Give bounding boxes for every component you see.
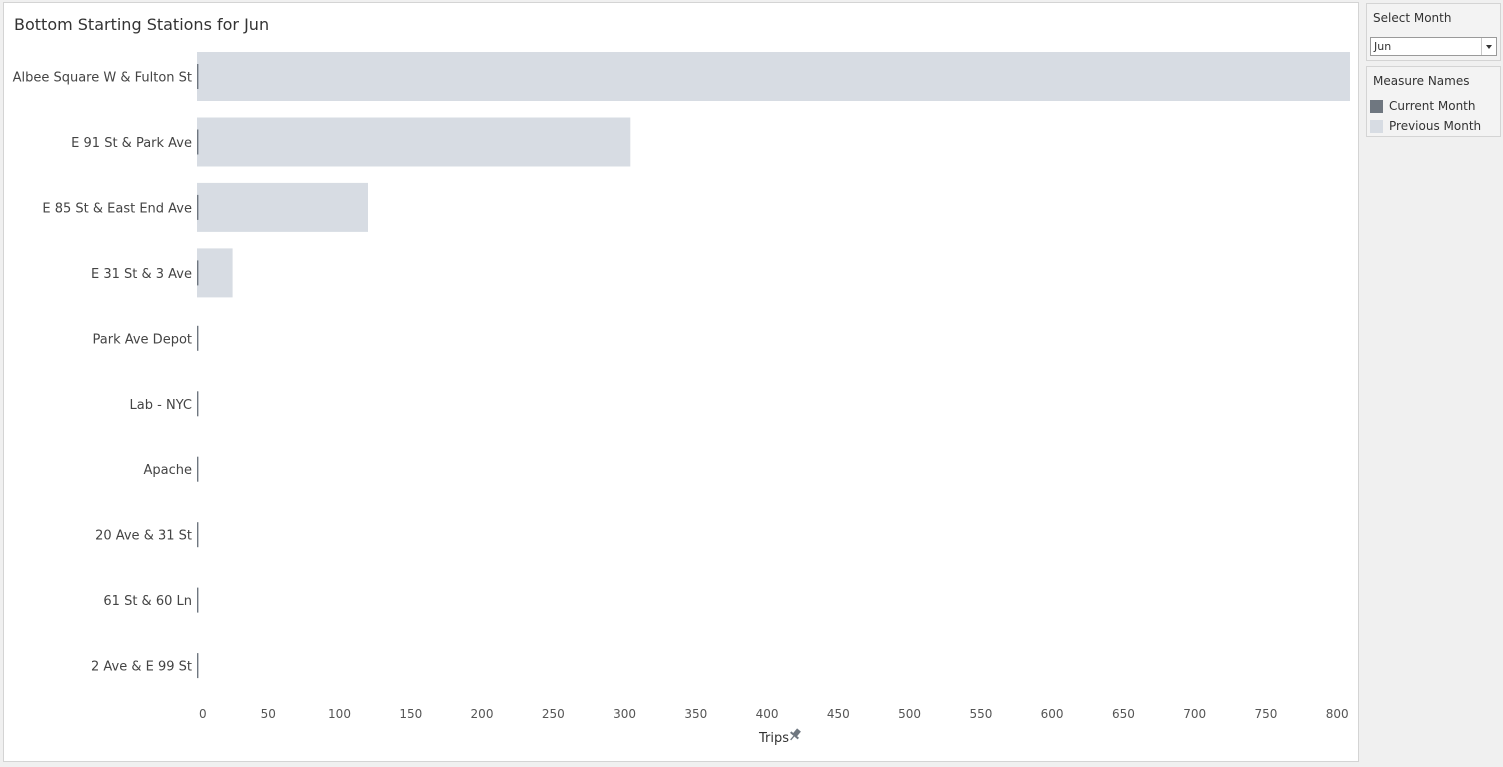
x-tick-label: 50 <box>261 707 276 721</box>
pin-icon-base <box>790 731 799 740</box>
category-label: Apache <box>144 463 193 478</box>
bar-current-month-e-31-st-3-ave[interactable] <box>197 260 199 286</box>
category-label: 2 Ave & E 99 St <box>91 660 192 675</box>
pin-icon-needle <box>790 735 795 741</box>
x-tick-label: 600 <box>1041 707 1064 721</box>
x-tick-label: 750 <box>1254 707 1277 721</box>
category-label: 20 Ave & 31 St <box>95 529 192 544</box>
pin-icon[interactable] <box>787 727 803 743</box>
x-tick-label: 700 <box>1183 707 1206 721</box>
month-filter-card: Select Month Jun <box>1366 3 1501 61</box>
bar-current-month-park-ave-depot[interactable] <box>197 325 199 351</box>
x-tick-label: 0 <box>199 707 207 721</box>
viz-panel: Bottom Starting Stations for Jun Albee S… <box>3 2 1359 762</box>
x-tick-label: 350 <box>684 707 707 721</box>
x-tick-label: 250 <box>542 707 565 721</box>
category-label: E 85 St & East End Ave <box>42 201 192 216</box>
category-label: Lab - NYC <box>130 398 192 413</box>
bar-current-month-albee-square-w-fulton-st[interactable] <box>197 64 199 89</box>
legend-title: Measure Names <box>1373 74 1470 88</box>
legend-card: Measure Names Current Month Previous Mon… <box>1366 66 1501 137</box>
x-tick-label: 450 <box>827 707 850 721</box>
legend-label-current-month: Current Month <box>1389 99 1476 113</box>
sidebar: Select Month Jun Measure Names Current M… <box>1366 3 1501 137</box>
category-label: 61 St & 60 Ln <box>103 594 192 609</box>
bar-current-month-e-85-st-east-end-ave[interactable] <box>197 194 199 220</box>
filter-title: Select Month <box>1373 11 1452 25</box>
x-tick-label: 500 <box>898 707 921 721</box>
category-label: E 91 St & Park Ave <box>71 136 192 151</box>
bar-previous-month-e-91-st-park-ave[interactable] <box>197 117 631 167</box>
x-tick-label: 150 <box>399 707 422 721</box>
bar-current-month-apache[interactable] <box>197 456 199 482</box>
bar-previous-month-e-85-st-east-end-ave[interactable] <box>197 182 368 232</box>
x-tick-label: 550 <box>969 707 992 721</box>
x-tick-label: 200 <box>471 707 494 721</box>
x-tick-label: 100 <box>328 707 351 721</box>
bar-current-month-lab-nyc[interactable] <box>197 391 199 417</box>
bar-previous-month-albee-square-w-fulton-st[interactable] <box>197 52 1350 101</box>
legend-label-previous-month: Previous Month <box>1389 119 1482 133</box>
x-tick-label: 650 <box>1112 707 1135 721</box>
legend-swatch-current-month <box>1370 100 1383 113</box>
bar-current-month-2-ave-e-99-st[interactable] <box>197 653 199 679</box>
bar-previous-month-e-31-st-3-ave[interactable] <box>197 248 233 298</box>
chevron-down-icon[interactable] <box>1481 38 1496 55</box>
x-axis-title: Trips <box>758 731 789 746</box>
x-tick-label: 800 <box>1326 707 1349 721</box>
bar-chart: Albee Square W & Fulton St E 91 St & Park… <box>13 52 1350 746</box>
bar-current-month-20-ave-31-st[interactable] <box>197 522 199 548</box>
bar-current-month-e-91-st-park-ave[interactable] <box>197 129 199 155</box>
chart-title: Bottom Starting Stations for Jun <box>14 15 270 34</box>
legend-swatch-previous-month <box>1370 120 1383 133</box>
month-dropdown-value: Jun <box>1374 40 1392 53</box>
category-label: Albee Square W & Fulton St <box>13 71 192 86</box>
bar-current-month-61-st-60-ln[interactable] <box>197 587 199 613</box>
month-dropdown[interactable]: Jun <box>1370 37 1497 56</box>
x-tick-label: 300 <box>613 707 636 721</box>
category-label: Park Ave Depot <box>93 332 193 347</box>
x-tick-label: 400 <box>756 707 779 721</box>
category-label: E 31 St & 3 Ave <box>91 267 192 282</box>
